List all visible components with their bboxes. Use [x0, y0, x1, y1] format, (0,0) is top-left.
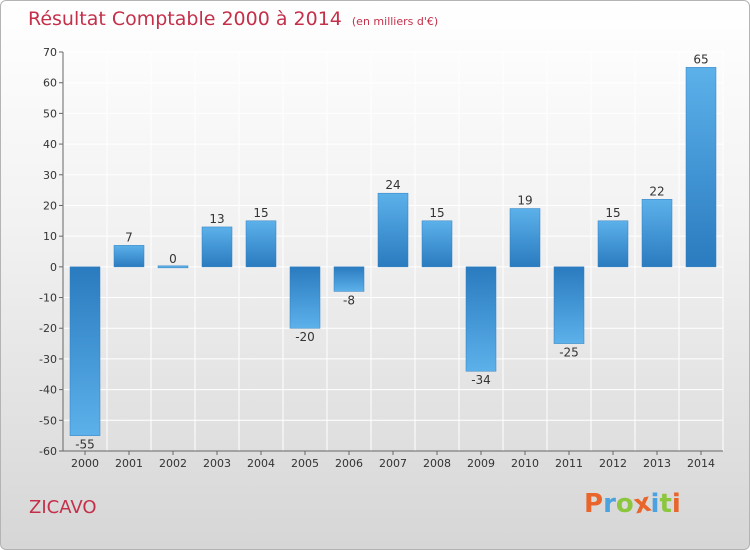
x-tick-label: 2005 [291, 457, 319, 470]
bar-2013 [641, 199, 673, 268]
x-tick-label: 2001 [115, 457, 143, 470]
data-label-2004: 15 [253, 206, 268, 220]
commune-name: ZICAVO [29, 497, 97, 518]
bar-2010 [509, 208, 541, 268]
data-label-2009: -34 [471, 373, 491, 387]
bar-2002 [157, 265, 189, 269]
y-tick-label: -60 [39, 445, 57, 458]
y-tick-label: -20 [39, 322, 57, 335]
data-label-2006: -8 [343, 293, 355, 307]
chart-unit-note: (en milliers d'€) [351, 15, 439, 28]
x-tick-label: 2008 [423, 457, 451, 470]
y-tick-label: 20 [43, 199, 57, 212]
bar-2006 [333, 266, 365, 292]
x-tick-label: 2012 [599, 457, 627, 470]
x-tick-label: 2002 [159, 457, 187, 470]
bar-2012 [597, 220, 629, 268]
bar-2014 [685, 67, 717, 268]
y-tick-label: 70 [43, 46, 57, 59]
data-label-2011: -25 [559, 346, 579, 360]
y-tick-label: -10 [39, 292, 57, 305]
y-tick-label: 0 [50, 261, 57, 274]
data-label-2001: 7 [125, 230, 133, 244]
y-tick-label: 40 [43, 138, 57, 151]
bar-2003 [201, 226, 233, 268]
y-tick-label: 50 [43, 107, 57, 120]
logo-letter: i [671, 489, 681, 519]
x-tick-label: 2009 [467, 457, 495, 470]
bar-2005 [289, 266, 321, 329]
bar-2011 [553, 266, 585, 344]
y-tick-label: -30 [39, 353, 57, 366]
x-tick-label: 2013 [643, 457, 671, 470]
x-tick-label: 2014 [687, 457, 715, 470]
data-label-2005: -20 [295, 330, 315, 344]
proxiti-logo: Proxiti [584, 488, 681, 521]
data-labels: -55 7 0 13 15 -20 -8 24 15 -34 19 -25 15 22 65 [75, 52, 708, 451]
logo-letter: i [650, 489, 660, 519]
data-label-2013: 22 [649, 184, 664, 198]
y-tick-label: 10 [43, 230, 57, 243]
bar-2009 [465, 266, 497, 372]
y-tick-label: 30 [43, 169, 57, 182]
data-label-2002: 0 [169, 252, 177, 266]
data-label-2014: 65 [693, 52, 708, 66]
x-tick-label: 2007 [379, 457, 407, 470]
x-tick-label: 2006 [335, 457, 363, 470]
logo-letter: r [603, 489, 616, 519]
chart-title: Résultat Comptable 2000 à 2014 (en millie… [28, 8, 438, 30]
x-tick-label: 2004 [247, 457, 275, 470]
x-tick-label: 2000 [71, 457, 99, 470]
data-label-2003: 13 [209, 212, 224, 226]
data-label-2008: 15 [429, 206, 444, 220]
logo-letter: P [584, 489, 604, 519]
x-tick-label: 2010 [511, 457, 539, 470]
x-tick-label: 2011 [555, 457, 583, 470]
data-label-2007: 24 [385, 178, 400, 192]
bar-2007 [377, 192, 409, 268]
bars [69, 67, 717, 436]
data-label-2000: -55 [75, 438, 95, 452]
bar-2001 [113, 245, 145, 268]
logo-letter: t [659, 489, 672, 519]
bar-2004 [245, 220, 277, 268]
data-label-2010: 19 [517, 194, 532, 208]
x-tick-label: 2003 [203, 457, 231, 470]
chart-title-text: Résultat Comptable 2000 à 2014 [28, 8, 342, 30]
bar-2008 [421, 220, 453, 268]
bar-2000 [69, 266, 101, 436]
y-tick-label: -50 [39, 414, 57, 427]
y-tick-label: 60 [43, 77, 57, 90]
data-label-2012: 15 [605, 206, 620, 220]
logo-letter: o [615, 489, 634, 519]
y-tick-label: -40 [39, 384, 57, 397]
